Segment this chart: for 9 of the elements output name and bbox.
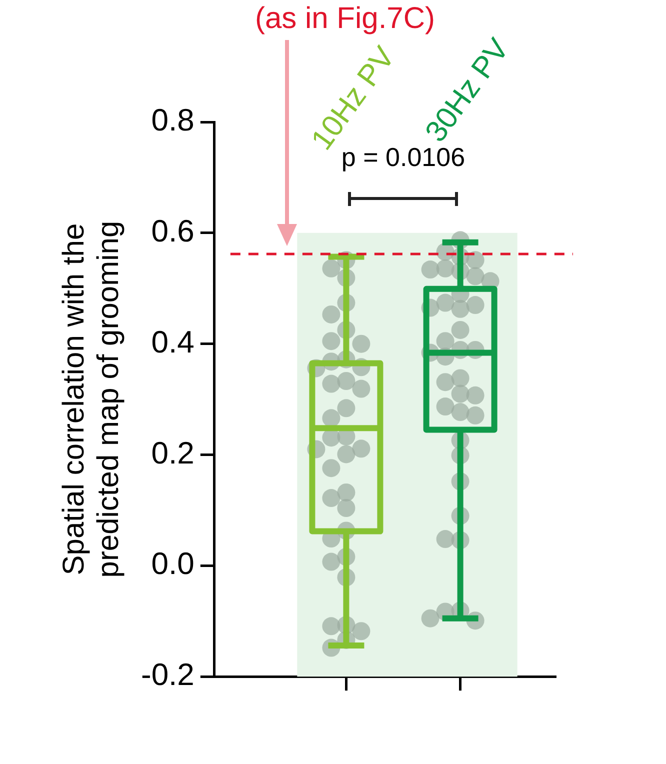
y-tick-label: 0.0 (151, 546, 194, 582)
y-tick-label: -0.2 (140, 657, 194, 692)
text: (as in Fig.7C) (254, 2, 436, 36)
y-tick-label: 0.2 (151, 435, 194, 470)
y-axis-title: Spatial correlation with the predicted map of grooming (58, 220, 126, 578)
y-tick-label: 0.4 (151, 324, 194, 360)
y-tick-label: 0.6 (151, 213, 194, 248)
annotation: p = 0.0106 (341, 142, 466, 173)
y-tick-label: 0.8 (151, 102, 194, 138)
